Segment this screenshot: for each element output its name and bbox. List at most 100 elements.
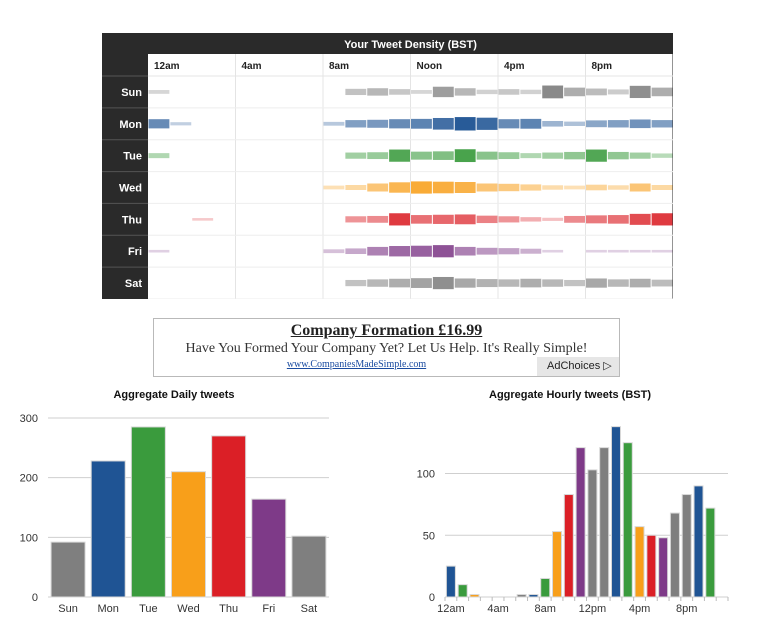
x-tick-label: Sat — [301, 603, 318, 615]
heatmap-row-label: Tue — [123, 151, 142, 163]
x-tick-label: 4am — [487, 603, 508, 615]
heatmap-cell — [476, 89, 498, 95]
ad-banner[interactable]: Company Formation £16.99 Have You Formed… — [153, 318, 620, 377]
heatmap-cell — [607, 120, 629, 128]
heatmap-cell — [345, 185, 367, 190]
heatmap-title-bar — [102, 33, 673, 54]
heatmap-cell — [367, 279, 389, 287]
x-tick-label: Sun — [58, 603, 78, 615]
heatmap-cell — [389, 182, 410, 193]
heatmap-cell — [498, 279, 520, 287]
heatmap-cell — [498, 89, 520, 95]
bar — [634, 526, 645, 598]
y-tick-label: 200 — [20, 473, 38, 485]
heatmap-cell — [345, 152, 367, 159]
heatmap-cell — [345, 120, 367, 128]
tweet-density-heatmap: Your Tweet Density (BST) 12am 4am 8am Noon 4p… — [101, 32, 674, 300]
heatmap-row-label: Sat — [125, 278, 142, 290]
heatmap-row-label: Wed — [119, 183, 142, 195]
heatmap-cell — [586, 88, 607, 96]
heatmap-cell — [651, 249, 673, 253]
bar — [445, 565, 456, 598]
heatmap-cell — [586, 184, 607, 191]
heatmap-cell — [454, 246, 476, 256]
bar — [587, 469, 598, 598]
ad-headline[interactable]: Company Formation £16.99 — [290, 322, 483, 339]
heatmap-cell — [432, 117, 454, 130]
heatmap-cell — [389, 149, 410, 162]
x-tick-label: Wed — [177, 603, 199, 615]
heatmap-x-tick-label: Noon — [417, 61, 443, 72]
heatmap-cell — [564, 185, 585, 190]
bar — [211, 435, 247, 598]
heatmap-cell — [411, 118, 432, 129]
heatmap-row-label: Thu — [122, 214, 142, 226]
ad-url-link[interactable]: www.CompaniesMadeSimple.com — [286, 359, 427, 370]
bar-chart-title: Aggregate Hourly tweets (BST) — [489, 389, 651, 401]
heatmap-cell — [148, 153, 170, 159]
bar — [575, 447, 586, 598]
y-tick-label: 100 — [20, 532, 38, 544]
heatmap-cell — [498, 152, 520, 160]
heatmap-cell — [629, 85, 651, 99]
heatmap-cell — [454, 149, 476, 163]
bar — [599, 447, 610, 598]
heatmap-cell — [542, 249, 564, 253]
heatmap-cell — [607, 279, 629, 287]
heatmap-cell — [586, 149, 607, 162]
heatmap-cell — [476, 151, 498, 160]
bar — [469, 594, 480, 598]
bar — [90, 460, 126, 598]
heatmap-cell — [607, 185, 629, 190]
heatmap-cell — [389, 213, 410, 226]
heatmap-cell — [520, 153, 542, 159]
x-tick-label: Thu — [219, 603, 238, 615]
heatmap-cell — [542, 279, 564, 287]
heatmap-cell — [323, 249, 345, 254]
heatmap-cell — [476, 279, 498, 288]
heatmap-cell — [498, 119, 520, 129]
heatmap-cell — [411, 245, 432, 257]
heatmap-cell — [432, 214, 454, 224]
heatmap-x-tick-label: 4am — [242, 61, 262, 72]
x-tick-label: 8pm — [676, 603, 697, 615]
heatmap-x-tick-label: 8am — [329, 61, 349, 72]
heatmap-row-label: Sun — [121, 87, 142, 99]
heatmap-cell — [432, 245, 454, 258]
x-tick-label: 8am — [535, 603, 556, 615]
heatmap-cell — [651, 153, 673, 158]
heatmap-cell — [564, 151, 585, 160]
heatmap-cell — [323, 185, 345, 190]
adchoices-button[interactable]: AdChoices ▷ — [537, 357, 619, 376]
bar — [50, 541, 86, 598]
heatmap-cell — [651, 213, 673, 226]
heatmap-cell — [520, 217, 542, 222]
heatmap-cell — [476, 183, 498, 192]
y-tick-label: 0 — [429, 592, 435, 604]
heatmap-cell — [432, 86, 454, 98]
heatmap-cell — [367, 119, 389, 128]
bar — [130, 426, 166, 598]
heatmap-cell — [367, 183, 389, 192]
heatmap-cell — [520, 248, 542, 254]
heatmap-cell — [629, 152, 651, 159]
heatmap-cell — [454, 88, 476, 96]
heatmap-x-tick-label: 12am — [154, 61, 180, 72]
bar — [540, 577, 551, 598]
heatmap-cell — [454, 117, 476, 131]
heatmap-cell — [476, 247, 498, 255]
heatmap-cell — [542, 185, 564, 190]
daily-bar-chart: Aggregate Daily tweets 0 100 200 300 Sun Mon Tu… — [20, 389, 329, 615]
heatmap-cell — [651, 185, 673, 190]
bar — [251, 498, 287, 598]
bar — [681, 494, 692, 598]
adchoices-play-icon: ▷ — [603, 360, 612, 372]
heatmap-cell — [542, 217, 564, 221]
heatmap-frame — [101, 32, 674, 300]
heatmap-cell — [629, 213, 651, 225]
bar — [457, 584, 468, 598]
heatmap-cell — [586, 215, 607, 224]
heatmap-cell — [520, 118, 542, 129]
heatmap-cell — [345, 279, 367, 287]
heatmap-cell — [345, 248, 367, 255]
